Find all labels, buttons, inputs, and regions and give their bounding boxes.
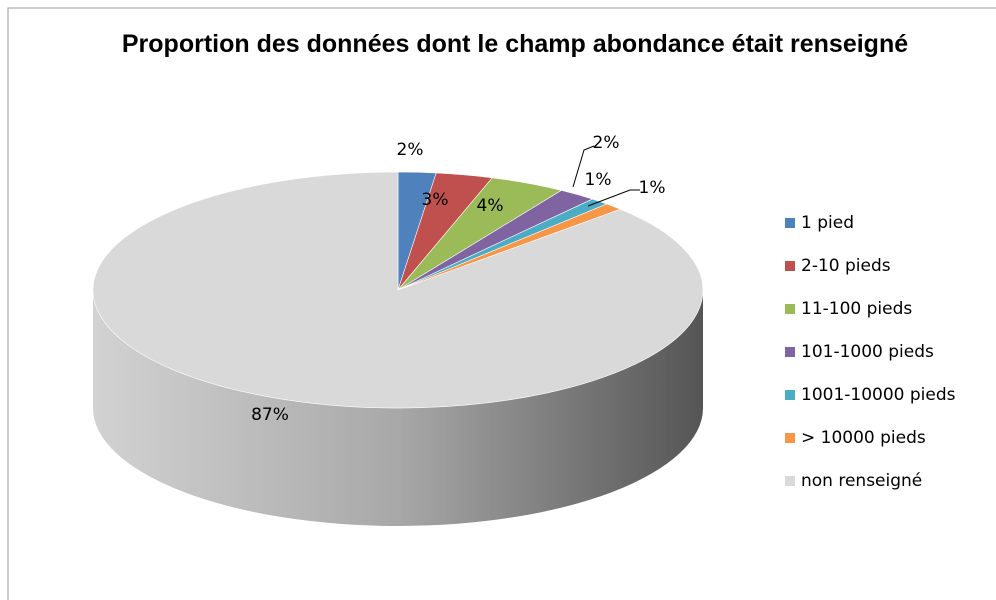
data-label: 2% (593, 133, 620, 153)
legend-label: 101-1000 pieds (801, 342, 934, 362)
legend-swatch (785, 347, 795, 357)
data-label: 87% (251, 405, 289, 425)
legend-swatch (785, 261, 795, 271)
slice (92, 171, 704, 409)
legend-swatch (785, 304, 795, 314)
legend-label: > 10000 pieds (801, 428, 926, 448)
legend-label: 11-100 pieds (801, 299, 912, 319)
data-label: 1% (639, 178, 666, 198)
chart-title: Proportion des données dont le champ abo… (121, 30, 909, 58)
legend-label: 1001-10000 pieds (801, 385, 956, 405)
data-label: 1% (585, 170, 612, 190)
legend-swatch (785, 433, 795, 443)
leader-line (587, 189, 640, 207)
legend-swatch (785, 476, 795, 486)
legend-swatch (785, 390, 795, 400)
legend-label: 1 pied (801, 213, 854, 233)
data-label: 3% (422, 190, 449, 210)
leader-line (572, 145, 595, 188)
legend-label: non renseigné (801, 471, 922, 491)
legend-label: 2-10 pieds (801, 256, 891, 276)
legend-swatch (785, 218, 795, 228)
data-label: 2% (397, 140, 424, 160)
data-label: 4% (477, 196, 504, 216)
